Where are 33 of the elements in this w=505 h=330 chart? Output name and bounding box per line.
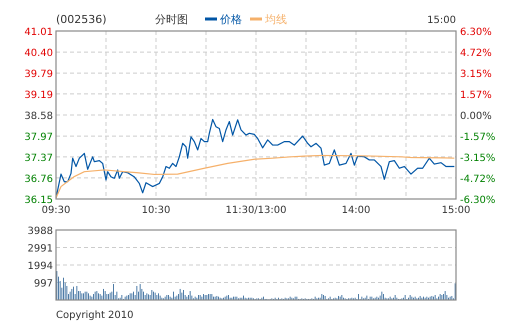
y-tick-label: 997: [34, 278, 53, 290]
chart-subtitle: 分时图: [155, 13, 188, 26]
y-tick-label: 41.01: [24, 27, 53, 38]
y-tick-label: 1994: [28, 261, 53, 272]
y-tick-label: 2991: [28, 244, 53, 254]
text: 15:00: [427, 15, 456, 26]
x-tick-label: 11:30/13:00: [225, 205, 287, 216]
y2-tick-label: -1.57%: [460, 132, 496, 143]
x-tick-label: 15:00: [442, 205, 470, 216]
y-tick-label: 3988: [28, 226, 53, 237]
y-tick-label: 40.40: [24, 48, 53, 60]
text: Copyright 2010: [56, 310, 134, 321]
y2-tick-label: 1.57%: [460, 90, 492, 102]
y2-tick-label: 3.15%: [460, 69, 492, 80]
y-tick-label: 36.76: [24, 174, 53, 185]
legend-label: 价格: [219, 13, 242, 26]
y2-tick-label: -3.15%: [460, 153, 496, 164]
y-tick-label: 38.58: [24, 111, 53, 122]
y-tick-label: 39.19: [24, 90, 53, 101]
y2-tick-label: -4.72%: [460, 174, 496, 185]
chart-title: (002536): [56, 13, 107, 26]
y2-tick-label: 4.72%: [460, 48, 492, 60]
y-tick-label: 36.15: [24, 195, 53, 206]
y2-tick-label: -6.30%: [460, 195, 496, 206]
x-tick-label: 09:30: [42, 205, 70, 216]
y-tick-label: 37.37: [24, 152, 53, 164]
legend-label: 均线: [264, 13, 287, 26]
y2-tick-label: 6.30%: [460, 27, 492, 38]
y-tick-label: 39.79: [24, 69, 53, 80]
y2-tick-label: 0.00%: [460, 111, 492, 122]
x-tick-label: 14:00: [342, 205, 370, 216]
x-tick-label: 10:30: [142, 205, 170, 216]
y-tick-label: 37.97: [24, 132, 53, 144]
